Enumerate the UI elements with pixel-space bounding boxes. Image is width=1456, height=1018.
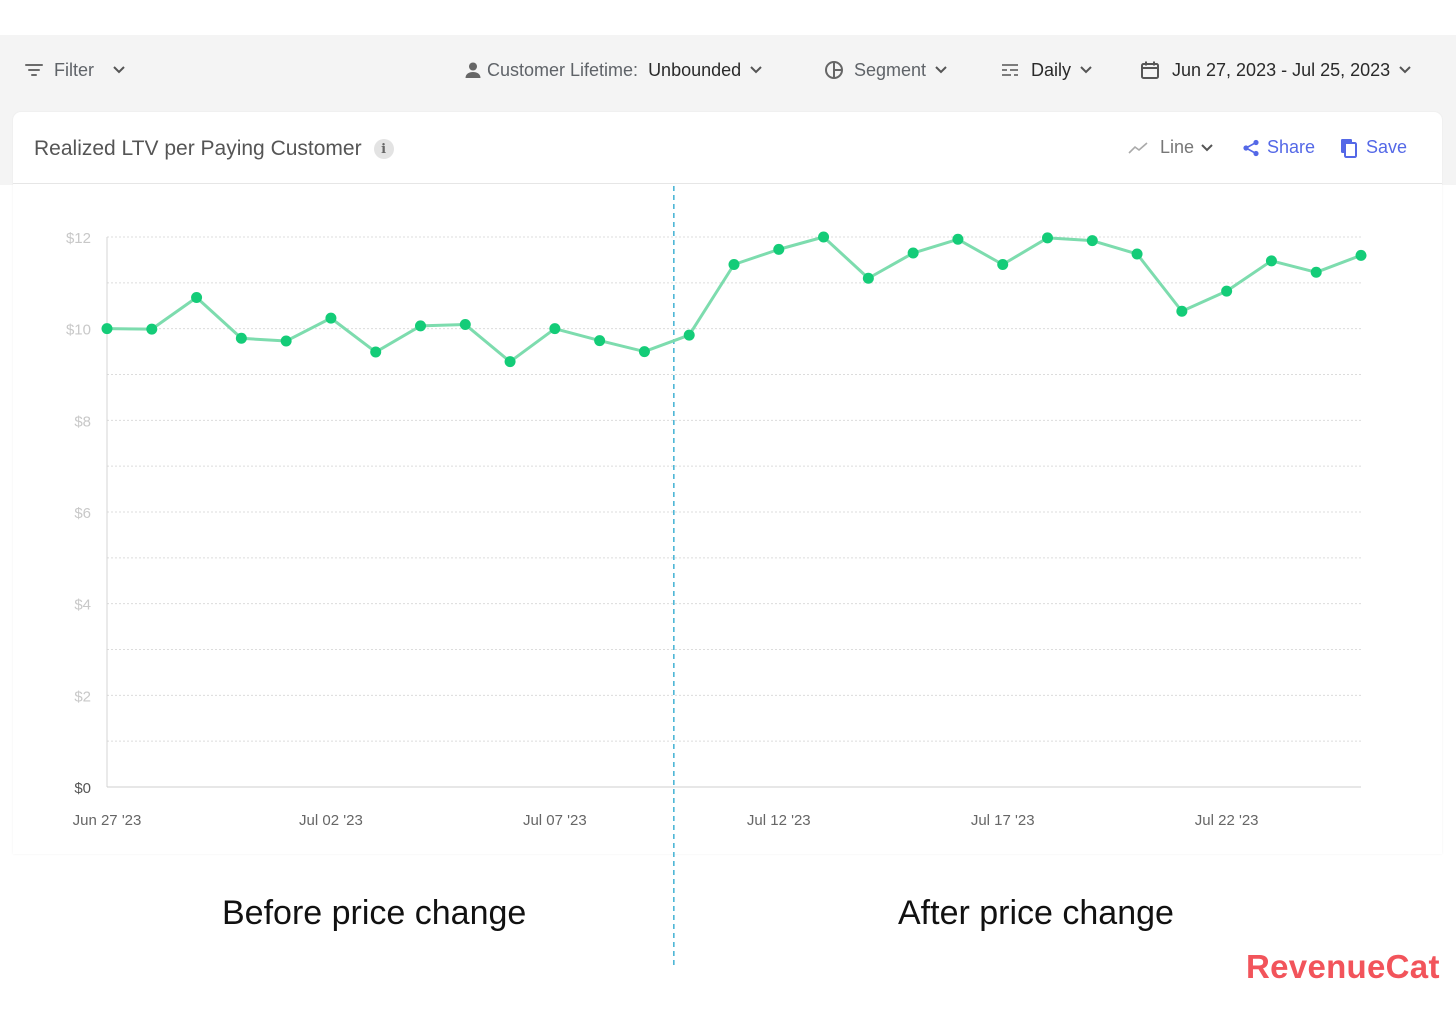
chevron-down-icon (1201, 143, 1213, 151)
data-point (325, 312, 337, 324)
x-tick-label: Jul 02 '23 (299, 812, 363, 829)
data-point (1221, 285, 1233, 297)
series-line (106, 235, 1362, 364)
segment-dropdown[interactable]: Segment (824, 58, 948, 82)
data-point (683, 329, 695, 341)
x-tick-label: Jul 12 '23 (747, 812, 811, 829)
save-button[interactable]: Save (1340, 137, 1407, 158)
data-point (1310, 266, 1322, 278)
data-point (997, 259, 1009, 270)
revenuecat-logo: RevenueCat (1246, 948, 1440, 985)
data-point (101, 323, 113, 335)
data-point (370, 346, 382, 358)
data-point (1042, 232, 1053, 244)
chart-card (13, 112, 1442, 854)
customer-lifetime-dropdown[interactable]: Customer Lifetime: Unbounded (464, 58, 763, 82)
data-point (907, 247, 919, 259)
chart-type-label: Line (1160, 137, 1195, 157)
person-icon (465, 62, 481, 78)
y-tick-label: $4 (74, 597, 91, 614)
segment-label: Segment (854, 59, 927, 80)
chevron-down-icon (935, 66, 947, 74)
share-button[interactable]: Share (1242, 137, 1315, 158)
data-point (549, 323, 561, 335)
data-point (235, 332, 247, 344)
data-point (1355, 249, 1367, 261)
chart-type-dropdown[interactable]: Line (1128, 137, 1214, 158)
data-point (415, 320, 426, 332)
chart-title: Realized LTV per Paying Customer (34, 137, 362, 160)
annotation-before: Before price change (222, 894, 527, 932)
data-point (504, 356, 516, 368)
x-tick-label: Jun 27 '23 (73, 812, 142, 829)
resolution-dropdown[interactable]: Daily (1000, 58, 1093, 82)
info-icon[interactable]: i (373, 139, 394, 159)
date-range-picker[interactable]: Jun 27, 2023 - Jul 25, 2023 (1140, 58, 1412, 82)
filter-button[interactable]: Filter (24, 58, 126, 82)
data-point (1265, 255, 1277, 267)
filter-label: Filter (54, 59, 94, 80)
resolution-label: Daily (1031, 59, 1072, 80)
data-point (280, 335, 292, 347)
x-tick-label: Jul 07 '23 (523, 812, 587, 829)
y-tick-label: $0 (74, 780, 91, 797)
y-tick-label: $10 (66, 322, 91, 339)
data-point (638, 346, 650, 358)
chevron-down-icon (750, 66, 762, 74)
copy-icon (1341, 138, 1357, 158)
data-point (728, 259, 740, 270)
data-point (146, 323, 158, 335)
data-point (862, 272, 874, 284)
data-point (1131, 248, 1143, 260)
y-tick-label: $12 (66, 230, 91, 247)
y-tick-label: $8 (74, 413, 91, 430)
x-tick-label: Jul 22 '23 (1195, 812, 1259, 829)
lifetime-value: Unbounded (648, 59, 742, 80)
line-chart-icon (1128, 141, 1148, 154)
data-point (459, 319, 471, 331)
chevron-down-icon (1399, 66, 1411, 74)
save-label: Save (1366, 137, 1408, 157)
x-tick-label: Jul 17 '23 (971, 812, 1035, 829)
calendar-icon (1141, 61, 1159, 79)
pie-icon (825, 61, 843, 79)
chevron-down-icon (113, 66, 125, 74)
data-point (952, 233, 964, 245)
lifetime-label: Customer Lifetime: (487, 59, 639, 80)
data-point (1176, 305, 1188, 317)
data-point (818, 231, 830, 243)
card-divider (13, 183, 1442, 184)
chevron-down-icon (1080, 66, 1092, 74)
data-point (191, 292, 203, 303)
annotation-after: After price change (898, 894, 1174, 932)
y-tick-label: $6 (74, 505, 91, 522)
date-range-label: Jun 27, 2023 - Jul 25, 2023 (1172, 59, 1391, 80)
card-title: Realized LTV per Paying Customer i (34, 137, 394, 161)
data-point (773, 243, 785, 255)
data-point (594, 335, 606, 347)
resolution-icon (1002, 64, 1018, 76)
data-point (1086, 235, 1098, 247)
share-label: Share (1267, 137, 1316, 157)
y-tick-label: $2 (74, 688, 91, 705)
share-icon (1243, 139, 1259, 156)
filter-icon (25, 64, 43, 76)
